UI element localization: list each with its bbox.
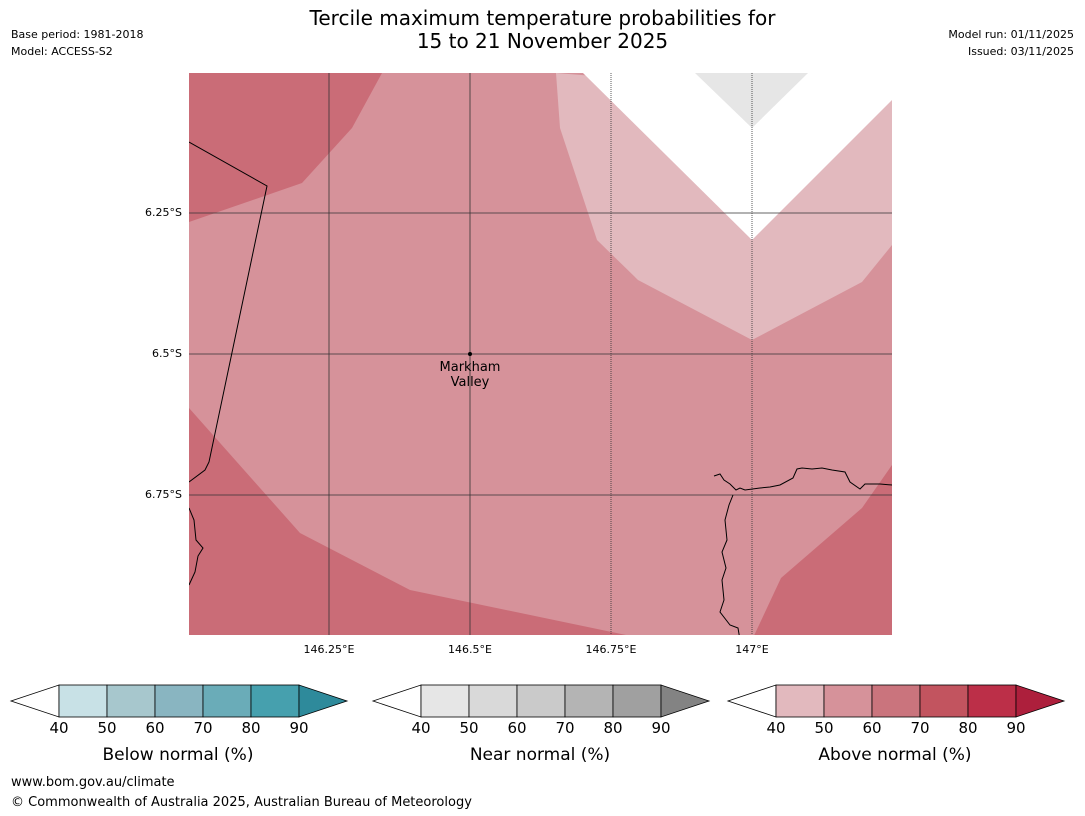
colorbar-segment xyxy=(250,684,300,718)
lat-label-6.75: 6.75°S xyxy=(145,488,182,501)
lon-label-146.5: 146.5°E xyxy=(448,643,492,656)
coastline-east xyxy=(713,467,892,491)
colorbar-under-arrow xyxy=(371,684,422,718)
colorbar-tick-label: 80 xyxy=(603,719,623,737)
colorbar-segment xyxy=(420,684,470,718)
colorbar-tick-label: 90 xyxy=(651,719,671,737)
colorbar-near-normal xyxy=(371,684,711,718)
lon-label-147: 147°E xyxy=(735,643,769,656)
colorbar-tick-label: 60 xyxy=(145,719,165,737)
colorbar-segment xyxy=(775,684,825,718)
colorbar-segment xyxy=(564,684,614,718)
title-line-2: 15 to 21 November 2025 xyxy=(416,29,669,53)
lat-label-6.5: 6.5°S xyxy=(152,347,182,360)
model-run: Model run: 01/11/2025 xyxy=(948,28,1074,41)
footer-copyright: © Commonwealth of Australia 2025, Austra… xyxy=(11,795,472,810)
colorbar-tick-label: 50 xyxy=(97,719,117,737)
colorbar-below-title: Below normal (%) xyxy=(102,745,254,765)
colorbar-tick-label: 60 xyxy=(507,719,527,737)
footer-url: www.bom.gov.au/climate xyxy=(11,775,175,790)
colorbar-tick-label: 60 xyxy=(862,719,882,737)
colorbar-segment xyxy=(58,684,108,718)
colorbars xyxy=(9,684,1066,718)
region-near-40-50 xyxy=(695,73,808,128)
meta-left: Base period: 1981-2018 Model: ACCESS-S2 xyxy=(11,26,143,60)
base-period: Base period: 1981-2018 xyxy=(11,28,144,41)
colorbar-tick-label: 50 xyxy=(459,719,479,737)
colorbar-over-arrow xyxy=(298,684,349,718)
colorbar-tick-label: 70 xyxy=(555,719,575,737)
lon-label-146.75: 146.75°E xyxy=(585,643,637,656)
region-boundary xyxy=(189,141,268,483)
colorbar-tick-label: 70 xyxy=(193,719,213,737)
colorbar-tick-label: 90 xyxy=(289,719,309,737)
colorbar-tick-label: 40 xyxy=(411,719,431,737)
colorbar-tick-label: 70 xyxy=(910,719,930,737)
colorbar-segment xyxy=(106,684,156,718)
boundaries xyxy=(189,141,892,635)
colorbar-segment xyxy=(516,684,566,718)
colorbar-below-normal xyxy=(9,684,349,718)
colorbar-tick-label: 50 xyxy=(814,719,834,737)
lon-label-146.25: 146.25°E xyxy=(303,643,355,656)
colorbar-over-arrow xyxy=(660,684,711,718)
colorbar-segment xyxy=(919,684,969,718)
map-title: Tercile maximum temperature probabilitie… xyxy=(0,7,1085,53)
colorbar-over-arrow xyxy=(1015,684,1066,718)
colorbar-near-title: Near normal (%) xyxy=(469,745,611,765)
title-line-1: Tercile maximum temperature probabilitie… xyxy=(309,6,776,30)
colorbar-segment xyxy=(154,684,204,718)
colorbar-above-normal xyxy=(726,684,1066,718)
colorbar-under-arrow xyxy=(9,684,60,718)
colorbar-tick-label: 80 xyxy=(241,719,261,737)
colorbar-under-arrow xyxy=(726,684,777,718)
colorbar-tick-label: 40 xyxy=(49,719,69,737)
meta-right: Model run: 01/11/2025 Issued: 03/11/2025 xyxy=(948,26,1074,60)
coastline-east-inner xyxy=(719,494,740,635)
issued-date: Issued: 03/11/2025 xyxy=(967,45,1074,58)
colorbar-segment xyxy=(202,684,252,718)
colorbar-segment xyxy=(468,684,518,718)
place-label: Markham Valley xyxy=(410,360,530,390)
colorbar-segment xyxy=(823,684,873,718)
gridlines xyxy=(189,73,892,635)
colorbar-tick-label: 90 xyxy=(1006,719,1026,737)
region-no-dominant xyxy=(583,73,892,240)
place-label-line-2: Valley xyxy=(450,375,490,390)
colorbar-tick-label: 80 xyxy=(958,719,978,737)
colorbar-tick-label: 40 xyxy=(766,719,786,737)
place-marker-icon xyxy=(468,352,472,356)
colorbar-segment xyxy=(612,684,662,718)
lat-label-6.25: 6.25°S xyxy=(145,206,182,219)
coastline-west xyxy=(189,507,204,586)
colorbar-above-title: Above normal (%) xyxy=(818,745,972,765)
colorbar-segment xyxy=(871,684,921,718)
model-name: Model: ACCESS-S2 xyxy=(11,45,113,58)
colorbar-segment xyxy=(967,684,1017,718)
place-label-line-1: Markham xyxy=(439,360,501,375)
